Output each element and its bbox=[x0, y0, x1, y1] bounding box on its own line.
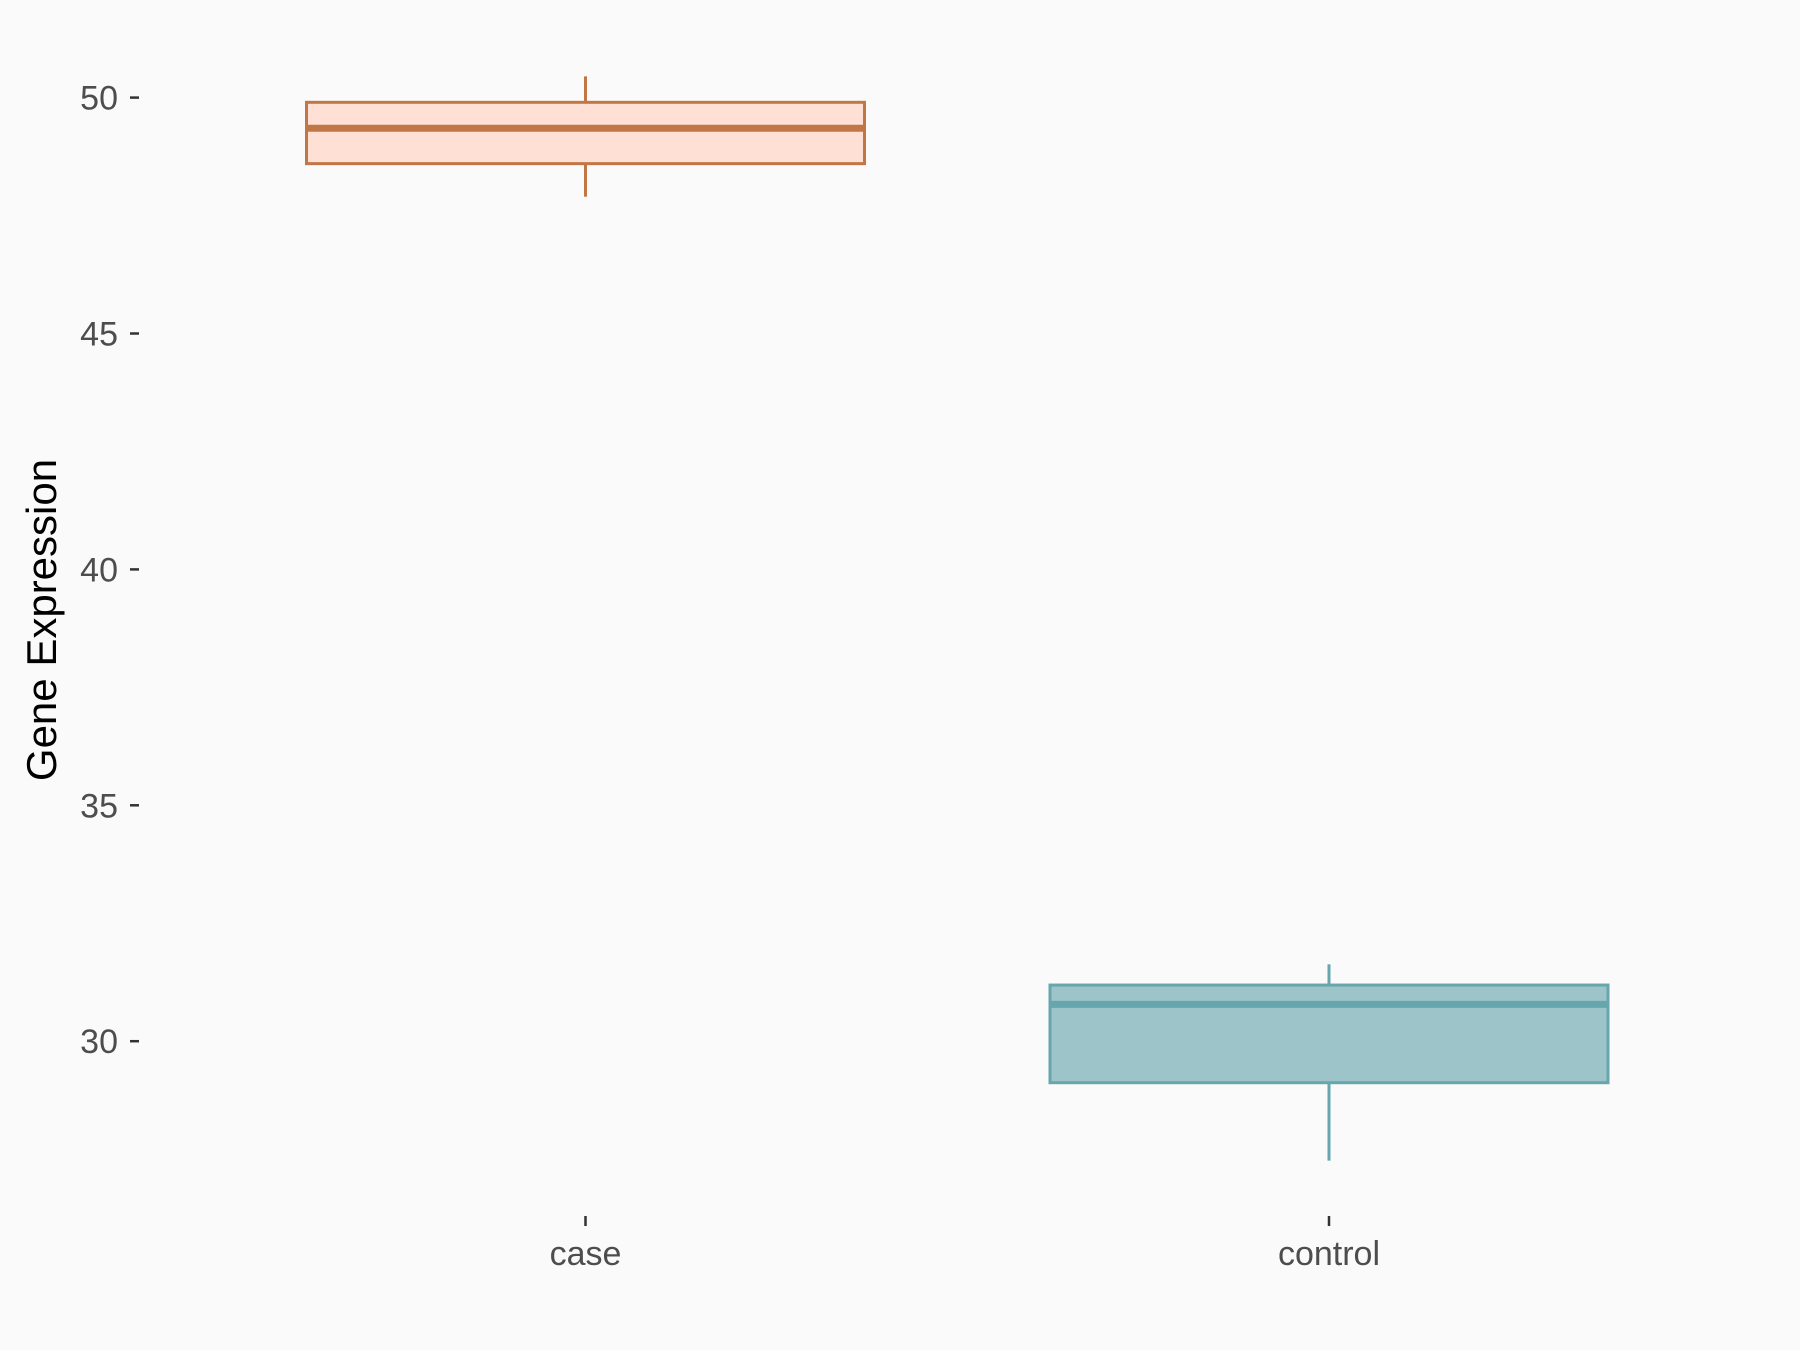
y-axis: 30 35 40 45 50 bbox=[80, 80, 139, 1061]
y-tick-label: 35 bbox=[80, 787, 118, 825]
boxes bbox=[305, 76, 1610, 1161]
x-tick-label: control bbox=[1278, 1235, 1380, 1273]
y-axis-label: Gene Expression bbox=[18, 459, 65, 781]
x-tick-label: case bbox=[550, 1235, 622, 1273]
box-case bbox=[305, 76, 866, 197]
y-tick-label: 40 bbox=[80, 551, 118, 589]
box-control bbox=[1048, 964, 1610, 1161]
iqr-box bbox=[305, 100, 866, 166]
iqr-box bbox=[1048, 983, 1610, 1085]
y-tick-label: 30 bbox=[80, 1023, 118, 1061]
y-tick-label: 50 bbox=[80, 80, 118, 118]
y-tick-label: 45 bbox=[80, 316, 118, 354]
x-axis: case control bbox=[550, 1216, 1380, 1273]
